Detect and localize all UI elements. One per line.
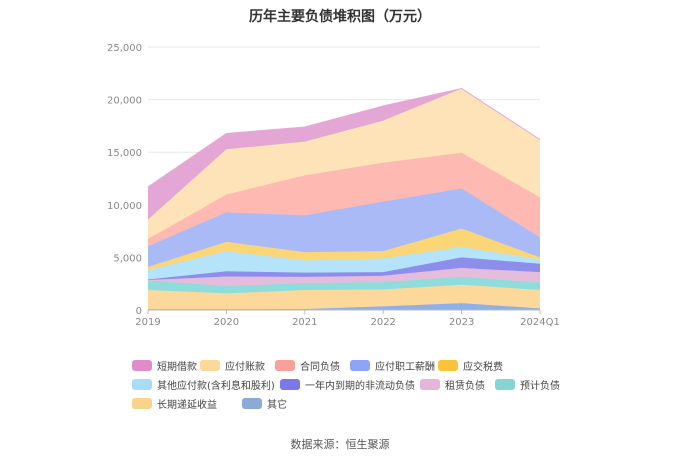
legend-swatch <box>132 379 152 390</box>
area-其它 <box>148 303 540 310</box>
area-应交税费 <box>148 228 540 271</box>
legend-swatch <box>280 379 300 390</box>
x-tick-label: 2024Q1 <box>520 317 560 328</box>
legend-item[interactable]: 预计负债 <box>495 377 565 392</box>
y-tick-label: 10,000 <box>107 201 142 212</box>
area-应付职工薪酬 <box>148 188 540 267</box>
legend-row: 短期借款 应付账款 合同负债 应付职工薪酬 应交税费 <box>132 356 572 375</box>
legend-swatch <box>132 360 152 371</box>
x-tick-label: 2022 <box>370 317 395 328</box>
legend-item[interactable]: 应交税费 <box>438 358 508 373</box>
area-预计负债 <box>148 276 540 294</box>
legend-label: 应付职工薪酬 <box>375 362 435 373</box>
legend: 短期借款 应付账款 合同负债 应付职工薪酬 应交税费其他应付款(含利息和股利) 一年内到期… <box>132 356 572 413</box>
legend-label: 长期递延收益 <box>157 400 217 411</box>
legend-swatch <box>275 360 295 371</box>
legend-item[interactable]: 一年内到期的非流动负债 <box>280 377 420 392</box>
x-tick-label: 2023 <box>449 317 474 328</box>
legend-swatch <box>132 398 152 409</box>
legend-label: 合同负债 <box>300 362 340 373</box>
axes: 2019 2020 2021 2022 2023 2024Q1 <box>135 309 560 328</box>
legend-swatch <box>438 360 458 371</box>
legend-label: 其它 <box>267 400 287 411</box>
legend-item[interactable]: 租赁负债 <box>420 377 495 392</box>
legend-label: 租赁负债 <box>445 381 485 392</box>
legend-item[interactable]: 短期借款 <box>132 358 200 373</box>
area-应付账款 <box>148 88 540 239</box>
legend-swatch <box>350 360 370 371</box>
data-source: 数据来源：恒生聚源 <box>290 438 390 451</box>
x-tick-label: 2020 <box>214 317 239 328</box>
area-合同负债 <box>148 152 540 247</box>
legend-label: 预计负债 <box>520 381 560 392</box>
area-长期递延收益 <box>148 284 540 310</box>
y-tick-label: 20,000 <box>107 96 142 107</box>
legend-swatch <box>420 379 440 390</box>
legend-label: 其他应付款(含利息和股利) <box>157 381 275 392</box>
legend-label: 应交税费 <box>463 362 503 373</box>
chart-title: 历年主要负债堆积图（万元） <box>249 9 431 25</box>
x-tick-label: 2021 <box>292 317 317 328</box>
legend-row: 其他应付款(含利息和股利) 一年内到期的非流动负债 租赁负债 预计负债 <box>132 375 572 394</box>
area-一年内到期的非流动负债 <box>148 257 540 281</box>
legend-item[interactable]: 其它 <box>242 396 302 411</box>
legend-label: 一年内到期的非流动负债 <box>305 381 415 392</box>
legend-item[interactable]: 合同负债 <box>275 358 350 373</box>
area-其他应付款(含利息和股利) <box>148 246 540 280</box>
legend-swatch <box>200 360 220 371</box>
y-tick-label: 15,000 <box>107 148 142 159</box>
y-tick-label: 25,000 <box>107 43 142 54</box>
y-tick-label: 5,000 <box>113 253 142 264</box>
area-租赁负债 <box>148 267 540 287</box>
legend-swatch <box>495 379 515 390</box>
legend-item[interactable]: 应付账款 <box>200 358 275 373</box>
legend-item[interactable]: 应付职工薪酬 <box>350 358 438 373</box>
area-line-短期借款 <box>147 88 541 188</box>
legend-label: 短期借款 <box>157 362 197 373</box>
legend-item[interactable]: 长期递延收益 <box>132 396 242 411</box>
area-series <box>147 87 541 310</box>
legend-swatch <box>242 398 262 409</box>
y-tick-label: 0 <box>136 306 142 317</box>
legend-label: 应付账款 <box>225 362 265 373</box>
legend-row: 长期递延收益 其它 <box>132 394 572 413</box>
x-tick-label: 2019 <box>135 317 160 328</box>
legend-item[interactable]: 其他应付款(含利息和股利) <box>132 377 280 392</box>
